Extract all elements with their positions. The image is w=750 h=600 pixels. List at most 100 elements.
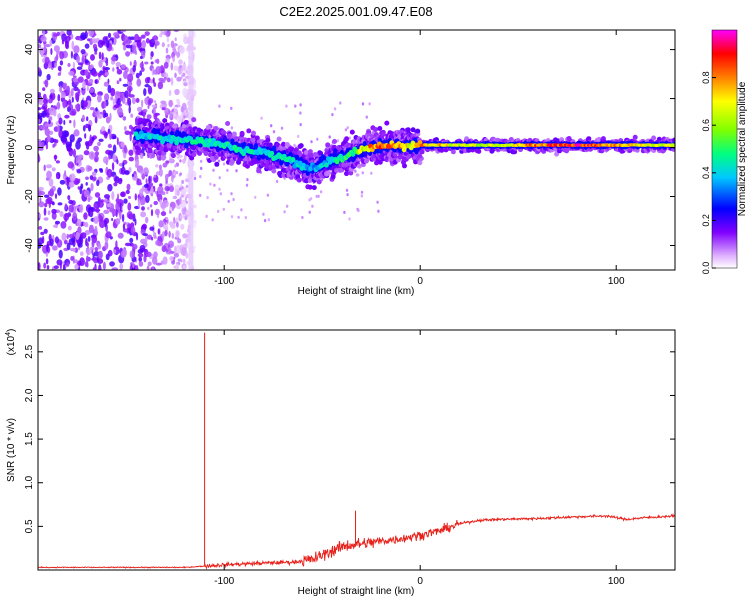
noise-blob [67,195,71,201]
noise-blob [137,253,144,258]
noise-blob [38,201,45,208]
figure-title: C2E2.2025.001.09.47.E08 [279,4,432,19]
noise-blob [38,97,44,106]
noise-blob [145,194,150,204]
noise-blob [361,171,364,175]
noise-blob [168,157,174,164]
noise-blob [59,60,64,66]
ridge-halo [172,123,178,129]
noise-blob [181,188,186,196]
noise-blob [139,152,144,159]
noise-blob [43,207,47,216]
noise-blob [167,43,170,48]
ridge-halo [303,150,309,155]
noise-blob [66,262,70,267]
noise-blob [46,196,53,204]
noise-blob [140,67,145,72]
noise-blob [124,130,131,136]
noise-blob [103,112,109,118]
noise-blob [142,233,148,237]
noise-blob [56,101,61,110]
noise-blob [147,234,153,240]
noise-blob [70,50,73,59]
noise-blob [142,108,148,113]
noise-blob [134,193,137,201]
noise-blob [226,168,229,172]
noise-blob [56,259,63,266]
noise-blob [161,107,166,111]
noise-blob [315,194,318,198]
noise-blob [68,181,75,188]
noise-blob [370,171,373,175]
noise-blob [47,210,51,216]
ridge-halo [344,171,349,177]
noise-blob [88,206,94,212]
noise-blob [106,41,110,49]
noise-blob [73,148,76,158]
noise-blob [143,88,147,97]
noise-blob [46,170,52,180]
noise-blob [56,31,60,36]
noise-blob [38,186,44,191]
noise-blob [65,138,68,145]
noise-blob [115,202,120,212]
noise-blob [74,264,79,270]
noise-blob [152,256,158,265]
ridge-halo [377,159,383,165]
noise-blob [170,77,174,86]
noise-blob [237,215,240,219]
noise-blob [158,164,162,170]
ridge-halo [672,137,675,143]
noise-blob [171,205,174,212]
noise-blob [193,84,196,89]
noise-blob [84,43,90,49]
noise-blob [81,114,86,122]
noise-blob [348,217,351,221]
noise-blob [200,159,203,163]
noise-blob [333,107,337,111]
noise-blob [182,158,186,164]
noise-blob [42,103,48,110]
noise-blob [76,55,80,63]
noise-blob [43,62,49,70]
noise-blob [222,162,226,166]
noise-blob [92,267,97,270]
ridge-band [333,148,338,156]
noise-blob [182,265,188,269]
noise-blob [64,114,70,119]
ridge-halo [160,123,166,129]
noise-blob [166,190,169,195]
ridge-halo [415,128,421,134]
noise-blob [130,226,136,234]
noise-blob [118,112,124,116]
noise-blob [66,30,72,36]
ridge-halo [410,127,416,133]
noise-blob [42,30,46,37]
noise-blob [119,263,123,270]
noise-blob [122,116,127,121]
noise-blob [308,198,311,202]
noise-blob [153,113,158,120]
noise-blob [161,100,165,105]
noise-blob [94,79,98,84]
noise-blob [139,70,143,76]
noise-blob [360,194,363,198]
noise-blob [62,83,66,90]
noise-blob [95,107,98,112]
noise-blob [64,170,67,177]
noise-blob [97,141,101,147]
noise-blob [75,155,82,164]
noise-blob [127,97,130,105]
noise-blob [121,213,125,223]
noise-blob [115,218,121,225]
noise-blob [227,199,230,203]
noise-blob [316,137,319,141]
noise-blob [79,204,84,213]
noise-blob [38,125,42,130]
noise-blob [205,214,208,218]
noise-blob [111,191,115,201]
noise-blob [151,236,154,241]
noise-blob [38,262,41,270]
noise-blob [84,190,90,198]
noise-blob [86,116,89,122]
